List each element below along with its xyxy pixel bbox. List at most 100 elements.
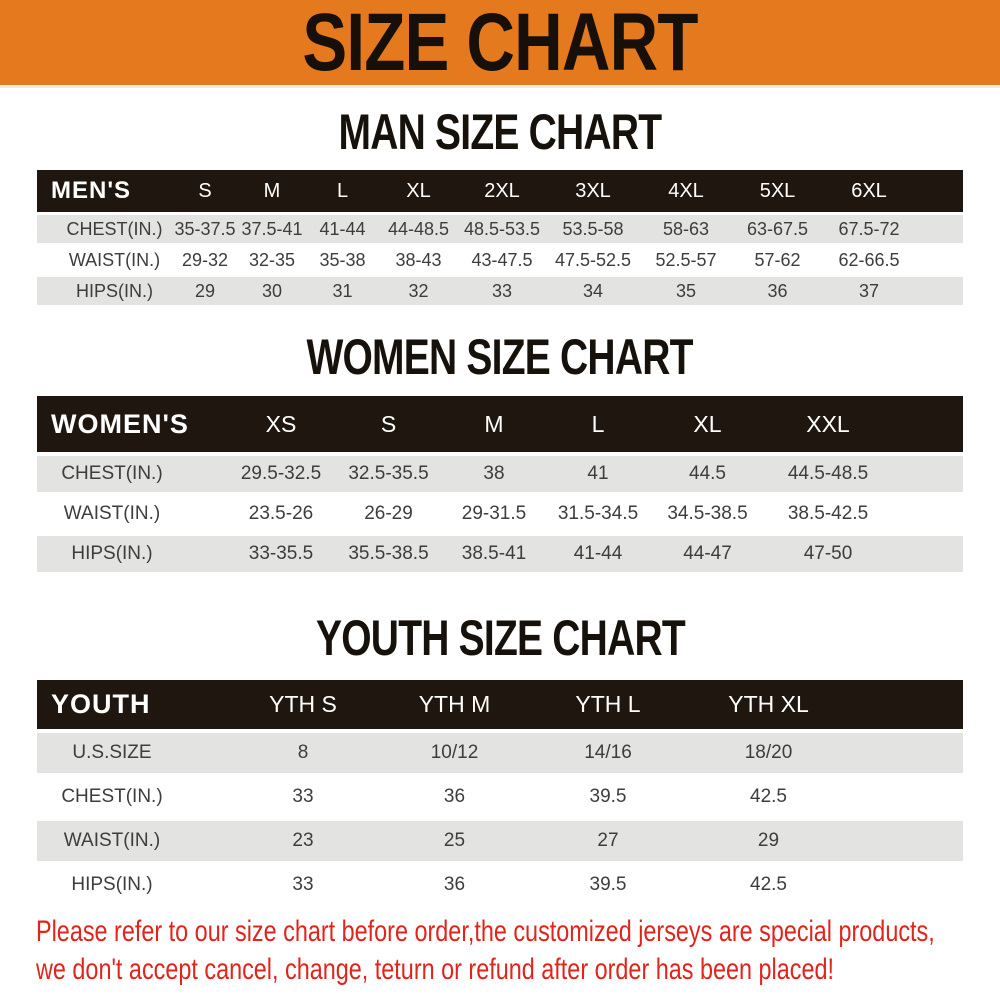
men-section-title: MAN SIZE CHART (0, 107, 1000, 157)
row-label: WAIST(IN.) (37, 492, 227, 532)
size-value-cell: 48.5-53.5 (458, 212, 546, 243)
men-header-row: MEN'S S M L XL 2XL 3XL 4XL 5XL 6XL (37, 170, 963, 212)
size-value-cell: 25 (379, 817, 530, 861)
size-value-cell: 27 (530, 817, 686, 861)
women-header-row: WOMEN'S XS S M L XL XXL (37, 396, 963, 452)
size-value-cell: 43-47.5 (458, 243, 546, 274)
size-value-cell: 29 (686, 817, 963, 861)
youth-header-row: YOUTH YTH S YTH M YTH L YTH XL (37, 680, 963, 729)
youth-hips-row: HIPS(IN.) 33 36 39.5 42.5 (37, 861, 963, 905)
size-value-cell: 52.5-57 (640, 243, 732, 274)
size-value-cell: 44-48.5 (379, 212, 458, 243)
size-value-cell: 33-35.5 (227, 532, 335, 572)
size-value-cell: 18/20 (686, 729, 963, 773)
women-size-table: WOMEN'S XS S M L XL XXL CHEST(IN.) 29.5-… (37, 396, 963, 572)
row-label: WAIST(IN.) (37, 817, 227, 861)
size-value-cell: 29-31.5 (442, 492, 546, 532)
size-value-cell: 62-66.5 (823, 243, 963, 274)
row-label: U.S.SIZE (37, 729, 227, 773)
men-size-col-header: XL (379, 170, 458, 212)
women-size-col-header: XXL (765, 396, 963, 452)
size-value-cell: 35.5-38.5 (335, 532, 442, 572)
size-value-cell: 31.5-34.5 (546, 492, 650, 532)
size-value-cell: 41-44 (306, 212, 379, 243)
size-value-cell: 34 (546, 274, 640, 305)
row-label: HIPS(IN.) (37, 532, 227, 572)
size-value-cell: 23 (227, 817, 379, 861)
size-value-cell: 35 (640, 274, 732, 305)
size-value-cell: 44-47 (650, 532, 765, 572)
youth-ussize-row: U.S.SIZE 8 10/12 14/16 18/20 (37, 729, 963, 773)
size-value-cell: 10/12 (379, 729, 530, 773)
row-label: CHEST(IN.) (37, 212, 172, 243)
size-value-cell: 33 (227, 773, 379, 817)
size-value-cell: 38 (442, 452, 546, 492)
size-value-cell: 31 (306, 274, 379, 305)
men-size-col-header: M (238, 170, 306, 212)
youth-size-col-header: YTH XL (686, 680, 963, 729)
women-chest-row: CHEST(IN.) 29.5-32.5 32.5-35.5 38 41 44.… (37, 452, 963, 492)
size-value-cell: 32 (379, 274, 458, 305)
women-size-col-header: S (335, 396, 442, 452)
women-size-col-header: XL (650, 396, 765, 452)
size-value-cell: 14/16 (530, 729, 686, 773)
size-value-cell: 29-32 (172, 243, 238, 274)
men-size-col-header: L (306, 170, 379, 212)
women-section-title-text: WOMEN SIZE CHART (306, 329, 694, 385)
size-value-cell: 26-29 (335, 492, 442, 532)
youth-section-title-text: YOUTH SIZE CHART (315, 610, 686, 666)
size-value-cell: 30 (238, 274, 306, 305)
size-value-cell: 44.5 (650, 452, 765, 492)
women-section-title: WOMEN SIZE CHART (0, 329, 1000, 385)
men-size-col-header: 6XL (823, 170, 963, 212)
size-value-cell: 38-43 (379, 243, 458, 274)
size-value-cell: 33 (227, 861, 379, 905)
size-value-cell: 58-63 (640, 212, 732, 243)
size-value-cell: 63-67.5 (732, 212, 823, 243)
youth-waist-row: WAIST(IN.) 23 25 27 29 (37, 817, 963, 861)
row-label: HIPS(IN.) (37, 861, 227, 905)
youth-size-col-header: YTH L (530, 680, 686, 729)
size-value-cell: 47.5-52.5 (546, 243, 640, 274)
size-value-cell: 32-35 (238, 243, 306, 274)
women-header-label: WOMEN'S (37, 396, 227, 452)
women-size-col-header: M (442, 396, 546, 452)
women-hips-row: HIPS(IN.) 33-35.5 35.5-38.5 38.5-41 41-4… (37, 532, 963, 572)
row-label: WAIST(IN.) (37, 243, 172, 274)
size-value-cell: 34.5-38.5 (650, 492, 765, 532)
size-value-cell: 32.5-35.5 (335, 452, 442, 492)
women-size-col-header: XS (227, 396, 335, 452)
size-value-cell: 36 (379, 861, 530, 905)
men-size-table: MEN'S S M L XL 2XL 3XL 4XL 5XL 6XL CHEST… (37, 170, 963, 305)
disclaimer: Please refer to our size chart before or… (36, 913, 1000, 989)
youth-size-col-header: YTH S (227, 680, 379, 729)
youth-size-table: YOUTH YTH S YTH M YTH L YTH XL U.S.SIZE … (37, 680, 963, 905)
size-value-cell: 29 (172, 274, 238, 305)
men-hips-row: HIPS(IN.) 29 30 31 32 33 34 35 36 37 (37, 274, 963, 305)
size-value-cell: 57-62 (732, 243, 823, 274)
size-value-cell: 38.5-42.5 (765, 492, 963, 532)
men-chest-row: CHEST(IN.) 35-37.5 37.5-41 41-44 44-48.5… (37, 212, 963, 243)
men-header-label: MEN'S (37, 170, 172, 212)
size-value-cell: 29.5-32.5 (227, 452, 335, 492)
size-value-cell: 44.5-48.5 (765, 452, 963, 492)
size-value-cell: 38.5-41 (442, 532, 546, 572)
youth-header-label: YOUTH (37, 680, 227, 729)
size-value-cell: 36 (732, 274, 823, 305)
size-value-cell: 47-50 (765, 532, 963, 572)
men-size-col-header: 5XL (732, 170, 823, 212)
size-value-cell: 53.5-58 (546, 212, 640, 243)
men-waist-row: WAIST(IN.) 29-32 32-35 35-38 38-43 43-47… (37, 243, 963, 274)
size-value-cell: 42.5 (686, 861, 963, 905)
men-size-col-header: 3XL (546, 170, 640, 212)
size-value-cell: 33 (458, 274, 546, 305)
disclaimer-line-2: we don't accept cancel, change, teturn o… (36, 953, 834, 986)
women-waist-row: WAIST(IN.) 23.5-26 26-29 29-31.5 31.5-34… (37, 492, 963, 532)
banner: SIZE CHART (0, 0, 1000, 88)
size-value-cell: 67.5-72 (823, 212, 963, 243)
men-size-col-header: 4XL (640, 170, 732, 212)
men-size-col-header: 2XL (458, 170, 546, 212)
size-value-cell: 35-37.5 (172, 212, 238, 243)
men-size-col-header: S (172, 170, 238, 212)
size-value-cell: 41-44 (546, 532, 650, 572)
